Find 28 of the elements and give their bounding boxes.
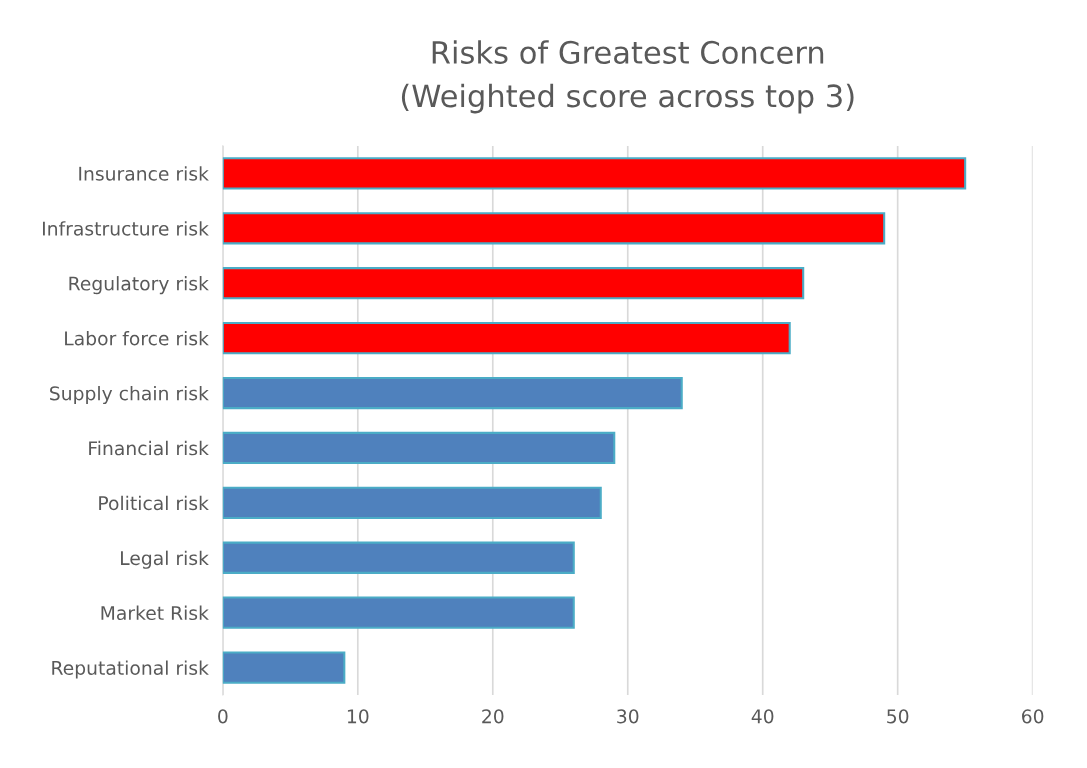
y-tick-label: Insurance risk — [79, 166, 209, 181]
y-tick-label: Supply chain risk — [50, 385, 209, 405]
bar — [222, 431, 616, 465]
bar — [222, 541, 575, 574]
bar — [222, 267, 805, 300]
bar — [222, 212, 886, 245]
x-tick-label: 20 — [482, 709, 504, 724]
y-tick-label: Reputational risk — [52, 660, 209, 679]
y-tick-label: Political risk — [99, 495, 209, 511]
bar — [222, 321, 791, 355]
y-tick-label: Regulatory risk — [69, 276, 209, 295]
y-tick-label: Labor force risk — [65, 330, 209, 346]
y-tick-label: Financial risk — [89, 440, 209, 456]
bar — [222, 157, 967, 190]
y-tick-label: Infrastructure risk — [43, 221, 209, 236]
y-tick-label: Market Risk — [101, 605, 209, 621]
bar — [222, 486, 602, 519]
chart-title: Risks of Greatest Concern (Weighted score across top 3) — [401, 40, 854, 114]
bar — [222, 651, 346, 684]
y-tick-label: Legal risk — [121, 550, 209, 569]
x-tick-label: 40 — [751, 709, 774, 724]
x-tick-label: 30 — [617, 709, 639, 724]
x-tick-label: 10 — [347, 709, 369, 724]
bar — [222, 376, 683, 410]
x-tick-label: 60 — [1022, 709, 1044, 724]
x-tick-label: 0 — [218, 709, 228, 724]
bar — [222, 596, 575, 629]
x-tick-label: 50 — [887, 709, 909, 724]
